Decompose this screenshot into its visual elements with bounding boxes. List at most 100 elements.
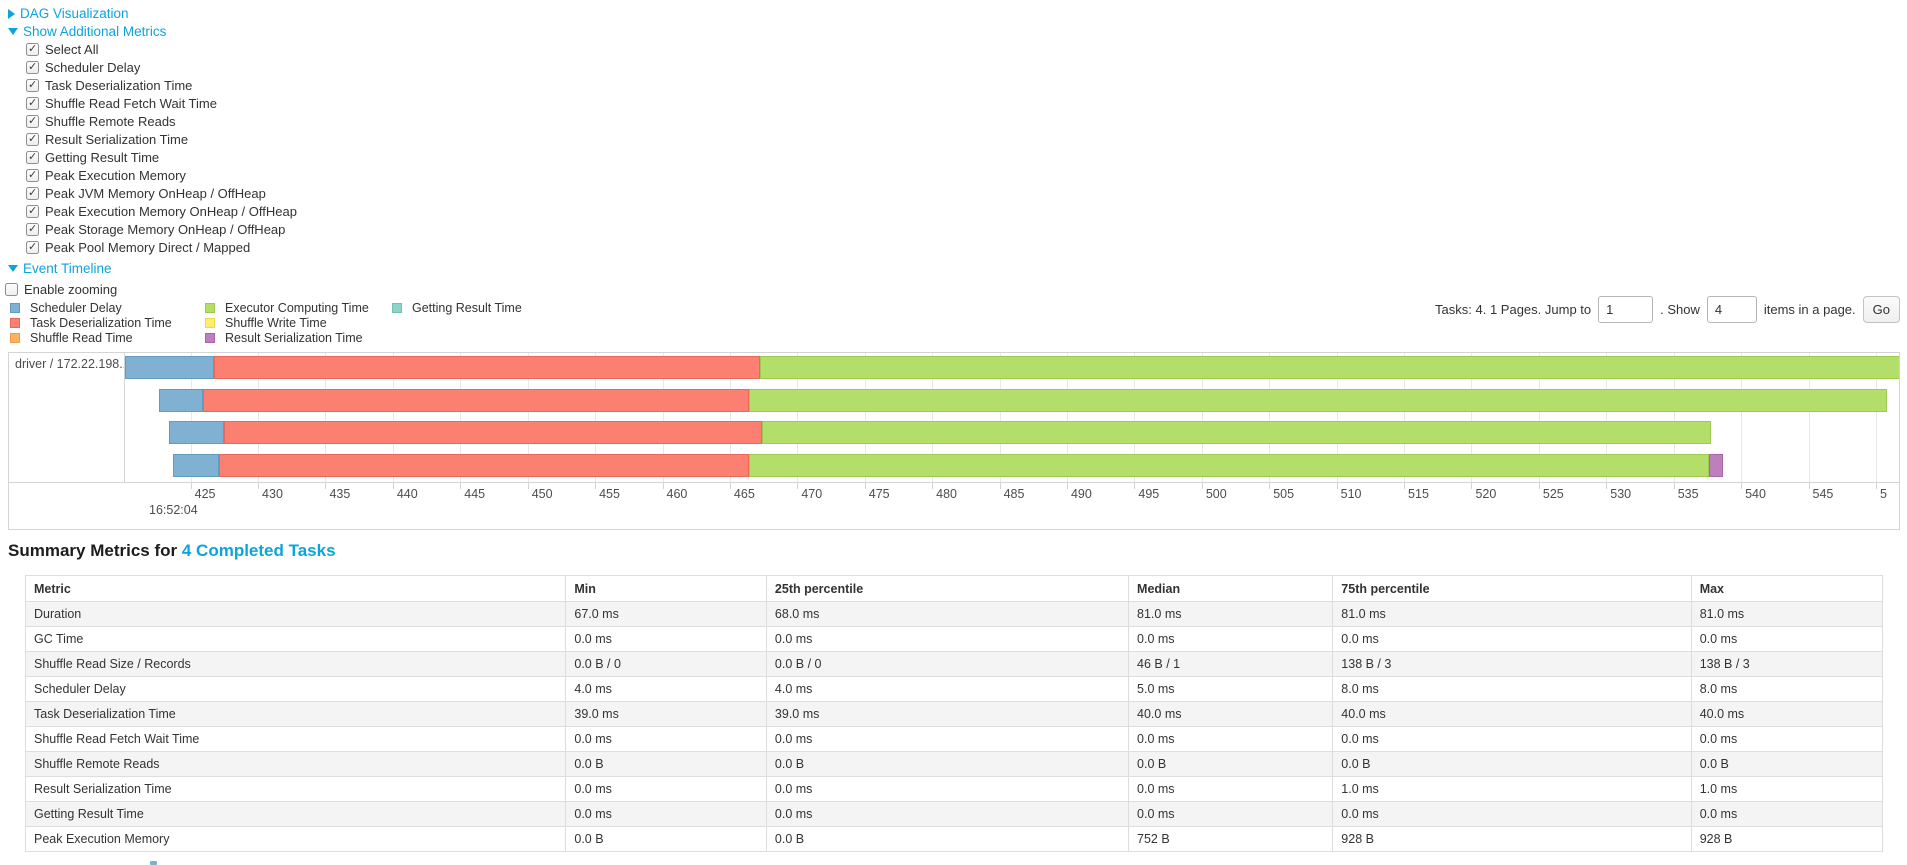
checkbox-peak-jvm-memory-onheap-offheap[interactable] bbox=[26, 186, 39, 200]
completed-tasks-link[interactable]: 4 Completed Tasks bbox=[181, 541, 336, 560]
gridline bbox=[1066, 353, 1068, 483]
metric-value-cell: 0.0 ms bbox=[1690, 726, 1884, 752]
metric-value-cell: 0.0 ms bbox=[765, 801, 1130, 827]
checkbox-label: Shuffle Read Fetch Wait Time bbox=[45, 95, 217, 111]
column-header-75th-percentile: 75th percentile bbox=[1332, 575, 1692, 602]
segment-scheduler-delay[interactable] bbox=[125, 356, 214, 379]
tick-mark bbox=[460, 483, 462, 489]
metric-value-cell: 46 B / 1 bbox=[1128, 651, 1334, 677]
segment-executor-computing[interactable] bbox=[760, 356, 1899, 379]
segment-scheduler-delay[interactable] bbox=[172, 454, 219, 477]
tick-mark bbox=[190, 483, 192, 489]
event-timeline-toggle[interactable]: Event Timeline bbox=[8, 261, 112, 276]
tick-mark bbox=[1404, 483, 1406, 489]
segment-task-deserialization[interactable] bbox=[224, 421, 762, 444]
gridline bbox=[999, 353, 1001, 483]
checkbox-peak-storage-memory-onheap-offheap[interactable] bbox=[26, 222, 39, 236]
segment-scheduler-delay[interactable] bbox=[158, 389, 204, 412]
metric-value-cell: 0.0 B bbox=[765, 826, 1130, 852]
gridline bbox=[729, 353, 731, 483]
segment-scheduler-delay[interactable] bbox=[169, 421, 225, 444]
metric-value-cell: 68.0 ms bbox=[765, 601, 1130, 627]
enable-zooming-checkbox[interactable] bbox=[5, 282, 18, 296]
metric-value-cell: 40.0 ms bbox=[1332, 701, 1692, 727]
tick-mark bbox=[1875, 483, 1877, 489]
tick-mark bbox=[1808, 483, 1810, 489]
metric-value-cell: 0.0 B / 0 bbox=[765, 651, 1130, 677]
checkbox-result-serialization-time[interactable] bbox=[26, 132, 39, 146]
checkbox-select-all[interactable] bbox=[26, 42, 39, 56]
segment-result-serialization[interactable] bbox=[1709, 454, 1724, 477]
metric-value-cell: 0.0 B bbox=[1332, 751, 1692, 777]
metric-value-cell: 0.0 ms bbox=[1128, 726, 1334, 752]
chevron-right-icon bbox=[8, 8, 15, 19]
gridline bbox=[662, 353, 664, 483]
checkbox-task-deserialization-time[interactable] bbox=[26, 78, 39, 92]
timeline-plot-area bbox=[125, 353, 1899, 483]
checkbox-peak-pool-memory-direct-mapped[interactable] bbox=[26, 240, 39, 254]
axis-tick-label: 430 bbox=[262, 487, 283, 501]
table-row-shuffle-read-fetch-wait-time: Shuffle Read Fetch Wait Time 0.0 ms 0.0 ms… bbox=[24, 726, 1884, 752]
timeline-task-bar-3 bbox=[125, 454, 1899, 477]
pagination-prefix-text: Tasks: 4. 1 Pages. Jump to bbox=[1435, 302, 1592, 317]
metric-value-cell: 0.0 ms bbox=[1690, 801, 1884, 827]
show-additional-metrics-label: Show Additional Metrics bbox=[23, 24, 167, 39]
checkbox-label: Peak Pool Memory Direct / Mapped bbox=[45, 239, 251, 255]
legend-item-shuffle-read-time: Shuffle Read Time bbox=[10, 331, 172, 346]
segment-executor-computing[interactable] bbox=[761, 421, 1711, 444]
metric-checkbox-row-select-all: Select All bbox=[26, 41, 98, 57]
tick-mark bbox=[1471, 483, 1473, 489]
metric-value-cell: 0.0 ms bbox=[565, 776, 767, 802]
metric-value-cell: 0.0 B bbox=[1128, 751, 1334, 777]
legend-label: Getting Result Time bbox=[412, 301, 522, 315]
gridline bbox=[1538, 353, 1540, 483]
segment-executor-computing[interactable] bbox=[749, 454, 1710, 477]
checkbox-getting-result-time[interactable] bbox=[26, 150, 39, 164]
checkbox-shuffle-remote-reads[interactable] bbox=[26, 114, 39, 128]
axis-tick-label: 505 bbox=[1273, 487, 1295, 501]
checkbox-label: Peak JVM Memory OnHeap / OffHeap bbox=[45, 185, 266, 201]
go-button[interactable]: Go bbox=[1862, 296, 1900, 323]
metric-checkbox-row-getting-result-time: Getting Result Time bbox=[26, 149, 159, 165]
show-additional-metrics-toggle[interactable]: Show Additional Metrics bbox=[8, 24, 166, 39]
checkbox-peak-execution-memory-onheap-offheap[interactable] bbox=[26, 204, 39, 218]
dag-visualization-toggle[interactable]: DAG Visualization bbox=[8, 6, 129, 21]
metric-value-cell: 4.0 ms bbox=[565, 676, 767, 702]
legend-swatch-icon bbox=[205, 318, 215, 328]
metric-checkbox-row-peak-jvm-memory-onheap-offheap: Peak JVM Memory OnHeap / OffHeap bbox=[26, 185, 266, 201]
column-header-median: Median bbox=[1128, 575, 1334, 602]
legend-column: Executor Computing Time Shuffle Write Tim… bbox=[205, 301, 369, 346]
segment-task-deserialization[interactable] bbox=[203, 389, 750, 412]
checkbox-scheduler-delay[interactable] bbox=[26, 60, 39, 74]
segment-task-deserialization[interactable] bbox=[213, 356, 761, 379]
jump-to-page-input[interactable] bbox=[1598, 296, 1654, 323]
metric-value-cell: 0.0 ms bbox=[1332, 626, 1692, 652]
segment-task-deserialization[interactable] bbox=[219, 454, 750, 477]
axis-time-label: 16:52:04 bbox=[149, 503, 198, 517]
metric-checkbox-row-shuffle-read-fetch-wait-time: Shuffle Read Fetch Wait Time bbox=[26, 95, 217, 111]
metric-name-cell: Duration bbox=[24, 601, 567, 627]
gridline bbox=[1201, 353, 1203, 483]
checkbox-label: Shuffle Remote Reads bbox=[45, 113, 176, 129]
checkbox-label: Scheduler Delay bbox=[45, 59, 141, 75]
summary-metrics-table: Metric Min 25th percentile Median 75th perce… bbox=[24, 575, 1884, 852]
checkbox-shuffle-read-fetch-wait-time[interactable] bbox=[26, 96, 39, 110]
metric-value-cell: 81.0 ms bbox=[1128, 601, 1334, 627]
metric-checkbox-row-task-deserialization-time: Task Deserialization Time bbox=[26, 77, 192, 93]
axis-tick-label: 470 bbox=[801, 487, 823, 501]
segment-executor-computing[interactable] bbox=[749, 389, 1887, 412]
chevron-down-icon bbox=[8, 265, 18, 272]
checkbox-label: Result Serialization Time bbox=[45, 131, 189, 147]
axis-tick-label: 530 bbox=[1610, 487, 1632, 501]
gridline bbox=[1673, 353, 1675, 483]
checkbox-peak-execution-memory[interactable] bbox=[26, 168, 39, 182]
column-header-25th-percentile: 25th percentile bbox=[765, 575, 1130, 602]
items-per-page-input[interactable] bbox=[1706, 296, 1757, 323]
metric-value-cell: 4.0 ms bbox=[765, 676, 1130, 702]
metric-value-cell: 0.0 ms bbox=[1332, 726, 1692, 752]
legend-item-executor-computing-time: Executor Computing Time bbox=[205, 301, 369, 316]
table-row-shuffle-remote-reads: Shuffle Remote Reads 0.0 B 0.0 B 0.0 B 0.0 B… bbox=[24, 751, 1884, 777]
enable-zooming-label: Enable zooming bbox=[24, 281, 118, 297]
summary-metrics-heading: Summary Metrics for 4 Completed Tasks bbox=[8, 541, 336, 561]
metric-value-cell: 0.0 ms bbox=[1128, 776, 1334, 802]
